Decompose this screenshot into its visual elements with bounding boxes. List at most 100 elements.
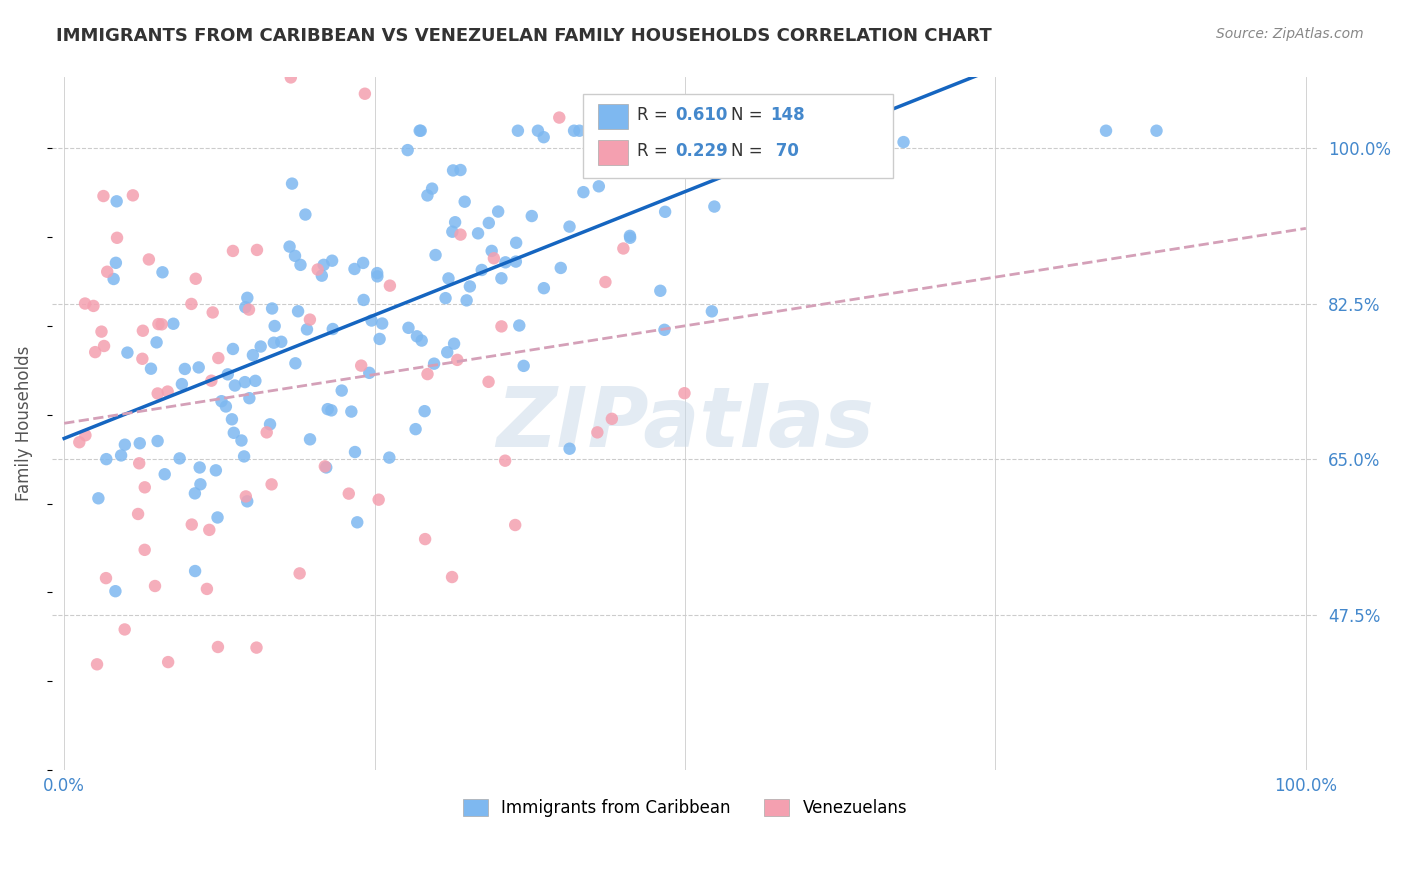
Point: [1146, 124, 1168, 138]
Point: [233, 450, 256, 464]
Point: [396, 143, 419, 157]
Text: 70: 70: [770, 142, 800, 160]
Point: [675, 124, 697, 138]
Point: [322, 322, 344, 336]
Point: [423, 357, 446, 371]
Point: [200, 374, 222, 388]
Point: [86, 657, 108, 672]
Point: [96, 452, 118, 467]
Point: [409, 124, 432, 138]
Point: [148, 317, 170, 331]
Point: [558, 219, 581, 234]
Point: [619, 228, 641, 243]
Point: [572, 185, 595, 199]
Text: N =: N =: [731, 106, 768, 124]
Point: [612, 124, 634, 138]
Point: [93, 339, 115, 353]
Point: [450, 163, 472, 178]
Point: [87, 491, 110, 506]
Point: [110, 449, 132, 463]
Text: 0.610: 0.610: [675, 106, 727, 124]
Point: [262, 301, 284, 316]
Point: [96, 265, 118, 279]
Point: [467, 227, 489, 241]
Point: [366, 269, 388, 284]
Point: [654, 204, 676, 219]
Point: [360, 313, 382, 327]
Text: Source: ZipAtlas.com: Source: ZipAtlas.com: [1216, 27, 1364, 41]
Point: [353, 293, 375, 307]
Point: [650, 284, 672, 298]
Point: [150, 318, 173, 332]
Point: [512, 359, 534, 373]
Point: [456, 293, 478, 308]
Point: [558, 442, 581, 456]
Point: [143, 579, 166, 593]
Text: N =: N =: [731, 142, 768, 160]
Point: [330, 384, 353, 398]
Point: [654, 323, 676, 337]
Point: [494, 255, 516, 269]
Point: [215, 400, 238, 414]
Point: [117, 345, 139, 359]
Y-axis label: Family Households: Family Households: [15, 346, 32, 501]
Point: [683, 155, 706, 169]
Point: [242, 348, 264, 362]
Point: [366, 266, 388, 280]
Point: [595, 275, 617, 289]
Point: [138, 252, 160, 267]
Point: [550, 260, 572, 275]
Point: [249, 339, 271, 353]
Point: [195, 582, 218, 596]
Point: [482, 252, 505, 266]
Point: [337, 486, 360, 500]
Point: [104, 256, 127, 270]
Point: [444, 215, 467, 229]
Point: [717, 124, 740, 138]
Point: [343, 445, 366, 459]
Point: [82, 299, 104, 313]
Point: [270, 334, 292, 349]
Point: [222, 244, 245, 258]
Point: [413, 404, 436, 418]
Point: [586, 425, 609, 440]
Point: [156, 384, 179, 399]
Point: [128, 456, 150, 470]
Point: [259, 417, 281, 432]
Point: [207, 351, 229, 365]
Point: [222, 425, 245, 440]
Point: [494, 453, 516, 467]
Point: [612, 242, 634, 256]
Point: [180, 297, 202, 311]
Point: [751, 124, 773, 138]
Point: [870, 124, 893, 138]
Point: [420, 181, 443, 195]
Point: [471, 263, 494, 277]
Point: [288, 566, 311, 581]
Point: [94, 571, 117, 585]
Point: [893, 135, 915, 149]
Point: [762, 145, 785, 160]
Point: [233, 375, 256, 389]
Text: 100.0%: 100.0%: [1274, 777, 1337, 795]
Point: [235, 490, 257, 504]
Point: [157, 655, 180, 669]
Point: [224, 378, 246, 392]
Point: [260, 477, 283, 491]
Point: [104, 584, 127, 599]
Point: [187, 360, 209, 375]
Point: [114, 623, 136, 637]
Point: [486, 204, 509, 219]
Legend: Immigrants from Caribbean, Venezuelans: Immigrants from Caribbean, Venezuelans: [457, 792, 914, 824]
Point: [152, 265, 174, 279]
Point: [346, 516, 368, 530]
Point: [211, 394, 233, 409]
Point: [146, 434, 169, 448]
Point: [278, 239, 301, 253]
Point: [562, 124, 585, 138]
Point: [221, 412, 243, 426]
Point: [238, 391, 260, 405]
Point: [343, 262, 366, 277]
Point: [378, 450, 401, 465]
Point: [406, 329, 429, 343]
